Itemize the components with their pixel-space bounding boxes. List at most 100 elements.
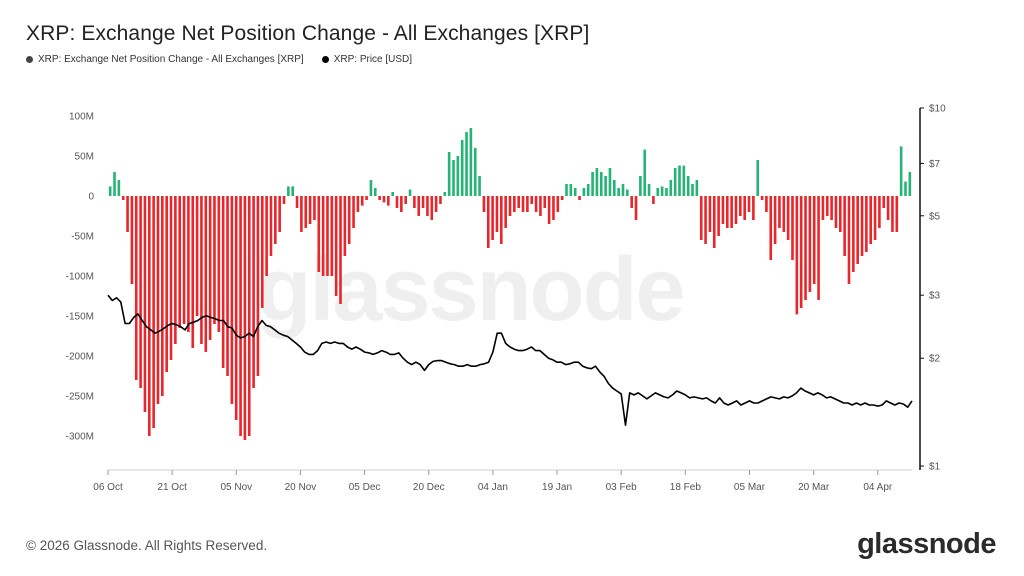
net-position-bar — [765, 196, 768, 212]
net-position-bar — [725, 196, 729, 228]
net-position-bar — [626, 189, 629, 196]
net-position-bar — [730, 196, 733, 228]
net-position-bar — [782, 196, 786, 232]
net-position-bar — [825, 196, 829, 216]
net-position-bar — [821, 196, 825, 220]
net-position-bar — [426, 196, 429, 216]
net-position-bar — [434, 196, 438, 212]
net-position-bar — [378, 196, 381, 200]
net-position-bar — [252, 196, 255, 388]
net-position-bar — [239, 196, 242, 436]
x-tick-label: 20 Mar — [798, 482, 830, 493]
net-position-bar — [313, 196, 316, 220]
net-position-bar — [478, 176, 481, 196]
net-position-bar — [686, 176, 690, 196]
net-position-bar — [287, 186, 290, 196]
net-position-bar — [660, 186, 664, 196]
net-position-bar — [204, 196, 208, 352]
net-position-bar — [339, 196, 342, 304]
net-position-bar — [178, 196, 182, 328]
net-position-bar — [217, 196, 221, 332]
net-position-bar — [895, 196, 899, 232]
net-position-bar — [465, 132, 468, 196]
net-position-bar — [869, 196, 873, 244]
net-position-bar — [665, 188, 668, 196]
net-position-bar — [234, 196, 238, 420]
net-position-bar — [456, 156, 460, 196]
net-position-bar — [169, 196, 173, 360]
y-right-tick-label: $10 — [929, 104, 946, 115]
net-position-bar — [760, 196, 764, 200]
net-position-bar — [886, 196, 890, 220]
net-position-bar — [208, 196, 212, 340]
net-position-bar — [573, 188, 577, 196]
net-position-bar — [382, 196, 386, 203]
net-position-bar — [326, 196, 329, 276]
net-position-bar — [413, 196, 416, 208]
net-position-bar — [634, 196, 638, 220]
copyright-footer: © 2026 Glassnode. All Rights Reserved. — [26, 538, 268, 553]
net-position-bar — [365, 196, 368, 200]
y-right-tick-label: $2 — [929, 354, 941, 365]
net-position-bar — [647, 184, 651, 196]
net-position-bar — [599, 172, 603, 196]
net-position-bar — [534, 196, 538, 212]
net-position-bar — [482, 196, 486, 212]
net-position-bar — [739, 196, 742, 216]
net-position-bar — [852, 196, 855, 272]
net-position-bar — [247, 196, 251, 436]
net-position-bar — [539, 196, 542, 216]
net-position-bar — [526, 196, 529, 212]
net-position-bar — [791, 196, 794, 260]
y-left-tick-label: -50M — [71, 232, 94, 243]
net-position-bar — [304, 196, 308, 228]
net-position-bar — [191, 196, 195, 348]
net-position-bar — [117, 180, 121, 196]
x-tick-label: 20 Nov — [285, 482, 317, 493]
watermark: glassnode — [256, 240, 683, 340]
net-position-bar — [682, 165, 686, 196]
net-position-bar — [578, 196, 581, 200]
net-position-bar — [878, 196, 881, 228]
net-position-bar — [530, 196, 534, 204]
net-position-bar — [195, 196, 199, 316]
net-position-bar — [721, 196, 725, 224]
net-position-bar — [395, 196, 399, 208]
net-position-bar — [595, 168, 599, 196]
net-position-bar — [330, 196, 334, 276]
net-position-bar — [834, 196, 838, 228]
net-position-bar — [704, 196, 707, 244]
net-position-bar — [799, 196, 803, 308]
net-position-bar — [621, 184, 625, 196]
net-position-bar — [343, 196, 347, 256]
net-position-bar — [356, 196, 360, 212]
net-position-bar — [147, 196, 151, 436]
net-position-bar — [613, 180, 616, 196]
x-tick-label: 06 Oct — [93, 482, 123, 493]
y-left-tick-label: 0 — [88, 192, 94, 203]
net-position-bar — [743, 196, 746, 220]
net-position-bar — [543, 196, 547, 208]
net-position-bar — [678, 165, 681, 196]
net-position-bar — [430, 196, 434, 220]
net-position-bar — [747, 196, 751, 212]
x-tick-label: 03 Feb — [606, 482, 638, 493]
net-position-bar — [317, 196, 321, 272]
x-tick-label: 04 Jan — [478, 482, 508, 493]
net-position-bar — [556, 196, 560, 212]
net-position-bar — [717, 196, 720, 236]
legend-item-price[interactable]: XRP: Price [USD] — [321, 54, 412, 65]
legend-item-net-position[interactable]: XRP: Exchange Net Position Change - All … — [26, 54, 304, 65]
net-position-bar — [391, 192, 394, 196]
net-position-bar — [808, 196, 812, 292]
net-position-bar — [400, 196, 403, 212]
net-position-bar — [569, 184, 573, 196]
x-tick-label: 05 Dec — [349, 482, 381, 493]
legend: XRP: Exchange Net Position Change - All … — [26, 54, 412, 65]
net-position-bar — [843, 196, 846, 256]
net-position-bar — [113, 172, 116, 196]
net-position-bar — [213, 196, 216, 324]
net-position-bar — [699, 196, 703, 240]
x-tick-label: 19 Jan — [542, 482, 572, 493]
net-position-bar — [656, 188, 660, 196]
